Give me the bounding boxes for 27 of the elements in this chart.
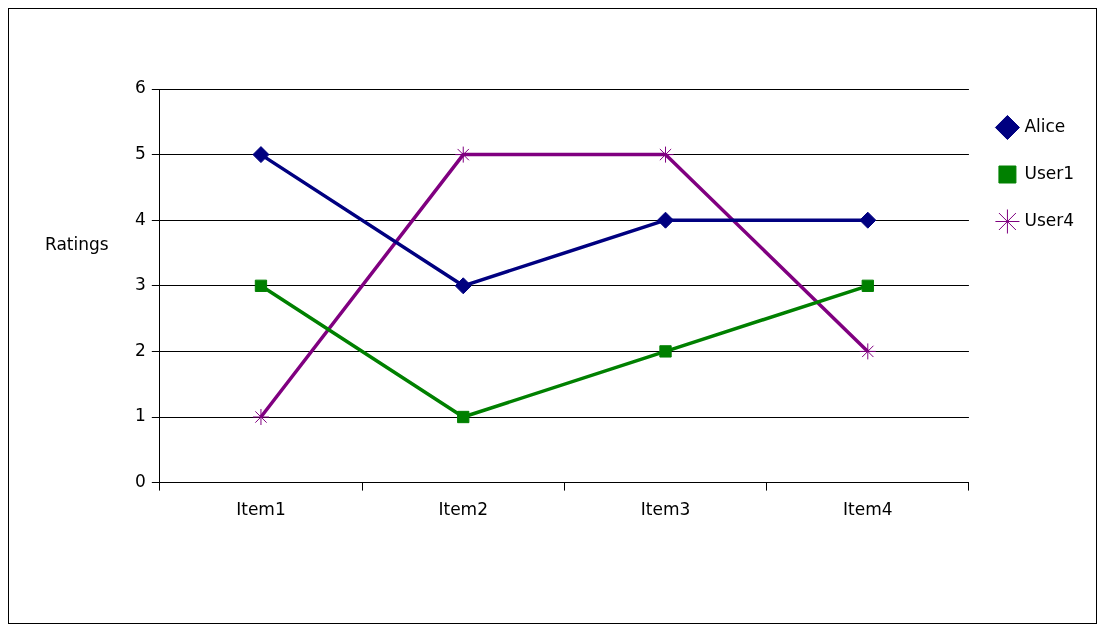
point: [657, 211, 675, 229]
y-tick-label: 0: [134, 471, 146, 492]
point: [457, 410, 470, 424]
y-tick-label: 6: [134, 77, 146, 98]
y-tick-label: 5: [134, 143, 146, 164]
y-tick-label: 3: [134, 274, 146, 295]
legend-label: User1: [1024, 162, 1075, 183]
point: [861, 279, 874, 292]
x-tick-label: Item2: [438, 499, 488, 520]
x-tick-label: Item1: [236, 499, 286, 520]
point: [254, 279, 268, 292]
legend-label: User4: [1024, 209, 1075, 230]
y-tick-label: 1: [134, 405, 146, 426]
x-tick-label: Item3: [640, 499, 691, 520]
point: [859, 211, 877, 229]
y-tick-label: 2: [134, 339, 146, 360]
point: [859, 342, 877, 360]
point: [252, 146, 270, 164]
point: [454, 277, 472, 295]
x-tick-label: Item4: [843, 499, 893, 520]
point: [659, 345, 672, 358]
point: [454, 146, 472, 164]
y-tick-label: 4: [134, 208, 146, 229]
y-axis-title: Ratings: [45, 234, 109, 255]
point: [657, 146, 675, 164]
legend-label: Alice: [1024, 115, 1066, 136]
point: [252, 408, 270, 426]
